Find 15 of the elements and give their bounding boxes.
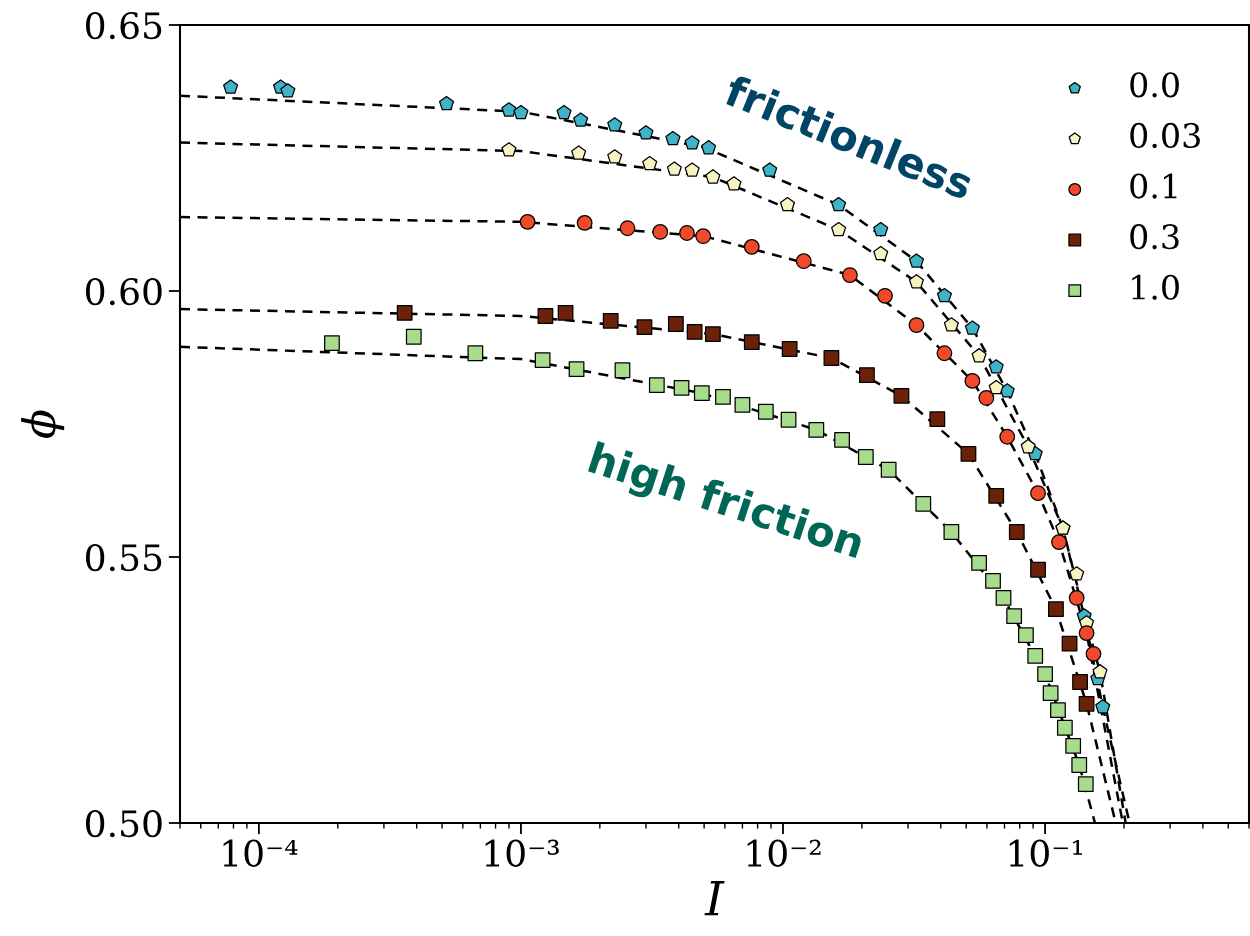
y-tick-label: 0.50 bbox=[86, 809, 162, 838]
legend-label: 0.3 bbox=[1130, 224, 1179, 250]
x-axis-title: I bbox=[704, 880, 725, 916]
y-tick-label: 0.65 bbox=[86, 11, 162, 40]
legend-label: 0.03 bbox=[1130, 122, 1200, 149]
y-tick-label: 0.55 bbox=[86, 543, 162, 572]
x-tick-label: 10⁻² bbox=[747, 839, 821, 867]
x-tick-label: 10⁻¹ bbox=[1009, 839, 1083, 867]
x-tick-label: 10⁻⁴ bbox=[223, 839, 298, 867]
legend-label: 1.0 bbox=[1132, 274, 1179, 300]
x-tick-label: 10⁻³ bbox=[485, 839, 559, 867]
legend-label: 0.0 bbox=[1130, 72, 1179, 98]
legend-label: 0.1 bbox=[1130, 173, 1177, 199]
y-tick-label: 0.60 bbox=[86, 277, 162, 306]
y-axis-title: ϕ bbox=[21, 410, 65, 438]
